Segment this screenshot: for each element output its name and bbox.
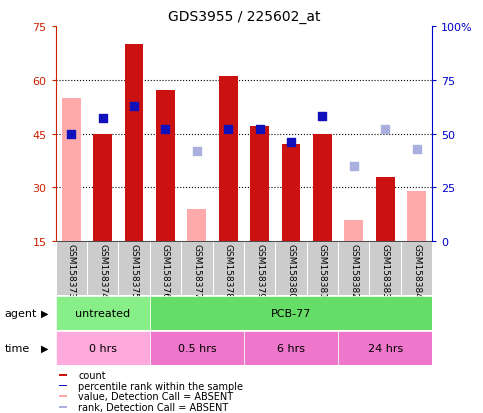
Bar	[59, 374, 67, 376]
Bar	[93, 134, 112, 242]
Text: percentile rank within the sample: percentile rank within the sample	[78, 381, 243, 391]
Point	[193, 148, 201, 155]
Bar	[244, 242, 275, 295]
Bar	[59, 396, 67, 397]
Text: value, Detection Call = ABSENT: value, Detection Call = ABSENT	[78, 392, 233, 401]
Text: GSM158375: GSM158375	[129, 243, 139, 298]
Bar	[338, 242, 369, 295]
Bar	[244, 331, 338, 366]
Text: agent: agent	[5, 308, 37, 318]
Text: GSM158383: GSM158383	[381, 243, 390, 298]
Bar	[150, 331, 244, 366]
Bar	[376, 177, 395, 242]
Bar	[187, 209, 206, 242]
Bar	[156, 91, 175, 242]
Bar	[307, 242, 338, 295]
Text: ▶: ▶	[41, 343, 49, 354]
Text: PCB-77: PCB-77	[271, 308, 311, 318]
Point	[130, 103, 138, 109]
Text: 6 hrs: 6 hrs	[277, 343, 305, 354]
Bar	[313, 134, 332, 242]
Text: GSM158384: GSM158384	[412, 243, 421, 298]
Point	[319, 114, 327, 120]
Text: GDS3955 / 225602_at: GDS3955 / 225602_at	[168, 10, 320, 24]
Text: time: time	[5, 343, 30, 354]
Bar	[118, 242, 150, 295]
Text: GSM158374: GSM158374	[98, 243, 107, 298]
Text: 0 hrs: 0 hrs	[89, 343, 116, 354]
Point	[161, 127, 170, 133]
Point	[99, 116, 107, 123]
Point	[68, 131, 75, 138]
Text: GSM158382: GSM158382	[349, 243, 358, 298]
Bar	[275, 242, 307, 295]
Point	[287, 140, 295, 146]
Bar	[56, 296, 150, 330]
Bar	[56, 242, 87, 295]
Point	[224, 127, 232, 133]
Text: GSM158376: GSM158376	[161, 243, 170, 298]
Bar	[181, 242, 213, 295]
Text: GSM158381: GSM158381	[318, 243, 327, 298]
Text: rank, Detection Call = ABSENT: rank, Detection Call = ABSENT	[78, 402, 228, 412]
Bar	[282, 145, 300, 242]
Text: 24 hrs: 24 hrs	[368, 343, 403, 354]
Bar	[338, 331, 432, 366]
Text: GSM158379: GSM158379	[255, 243, 264, 298]
Bar	[62, 98, 81, 242]
Bar	[56, 331, 150, 366]
Text: 0.5 hrs: 0.5 hrs	[178, 343, 216, 354]
Point	[412, 146, 420, 152]
Bar	[250, 127, 269, 242]
Point	[350, 163, 357, 170]
Point	[256, 127, 264, 133]
Point	[382, 127, 389, 133]
Bar	[407, 192, 426, 242]
Bar	[87, 242, 118, 295]
Bar	[401, 242, 432, 295]
Bar	[59, 406, 67, 408]
Text: GSM158373: GSM158373	[67, 243, 76, 298]
Text: count: count	[78, 370, 106, 380]
Bar	[59, 385, 67, 387]
Bar	[344, 220, 363, 242]
Bar	[150, 242, 181, 295]
Bar	[125, 45, 143, 242]
Bar	[369, 242, 401, 295]
Text: ▶: ▶	[41, 308, 49, 318]
Bar	[150, 296, 432, 330]
Bar	[219, 77, 238, 242]
Text: GSM158380: GSM158380	[286, 243, 296, 298]
Text: untreated: untreated	[75, 308, 130, 318]
Text: GSM158378: GSM158378	[224, 243, 233, 298]
Text: GSM158377: GSM158377	[192, 243, 201, 298]
Bar	[213, 242, 244, 295]
